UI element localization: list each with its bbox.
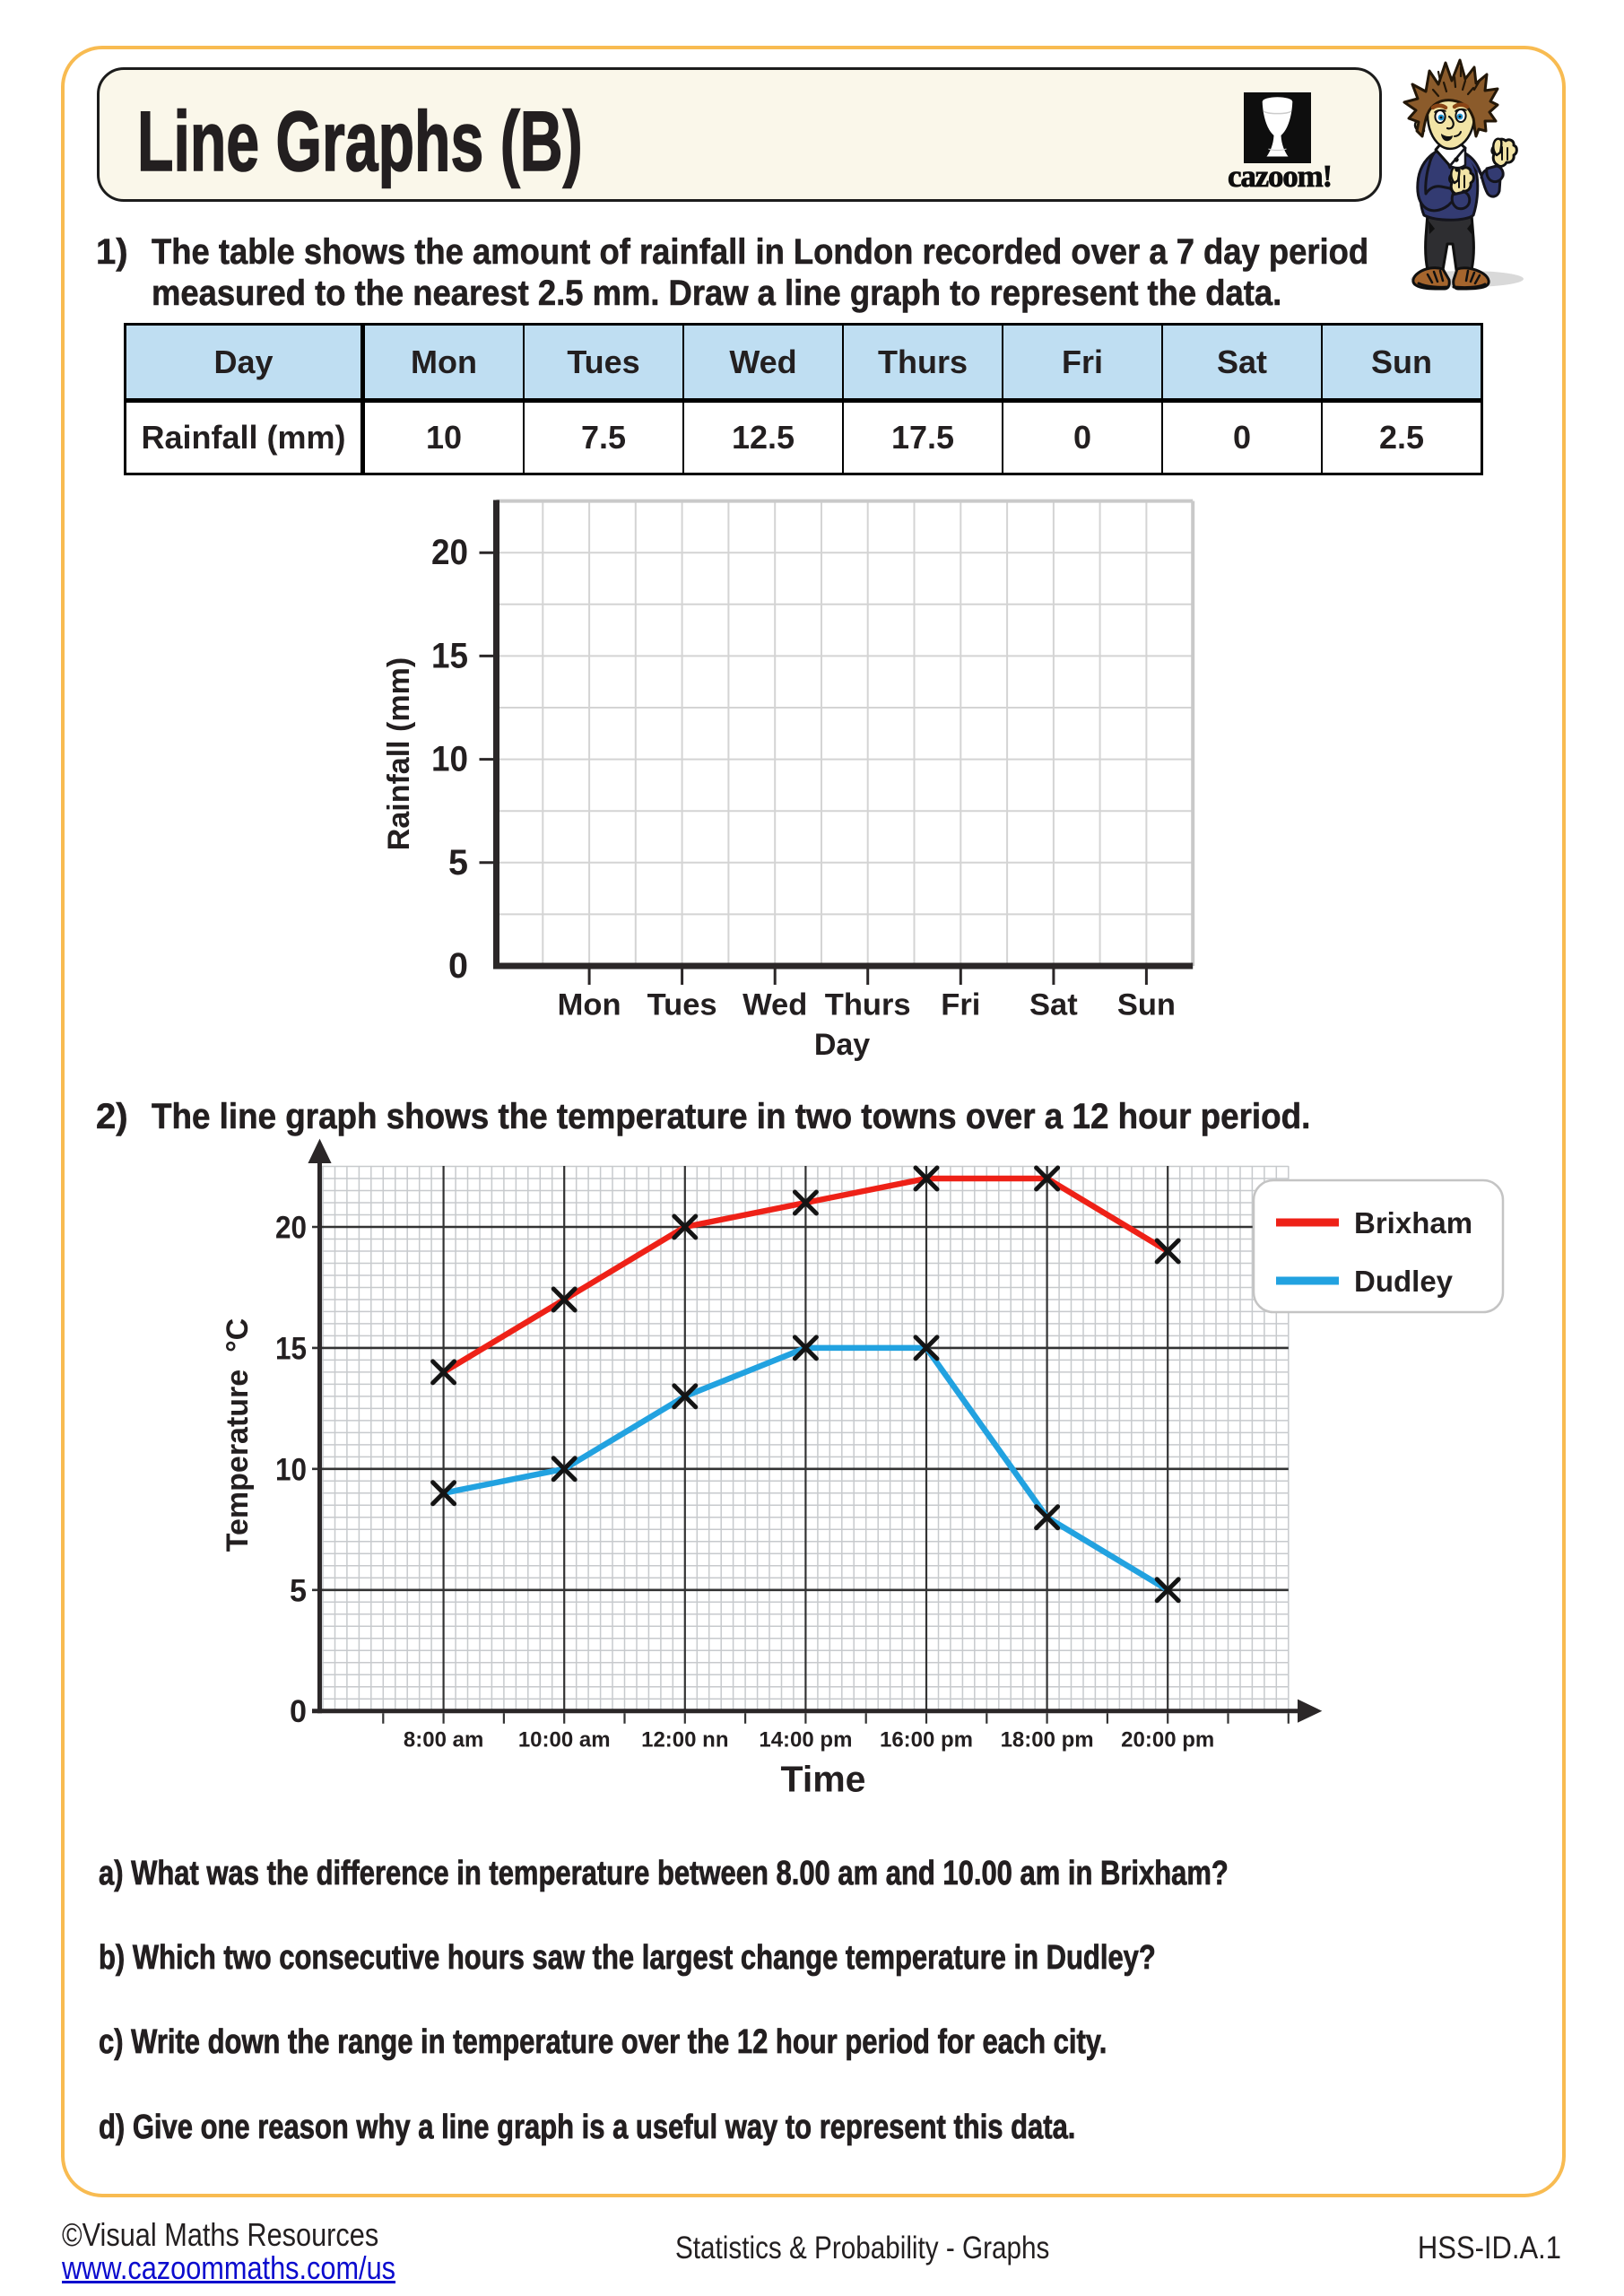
svg-text:Rainfall (mm): Rainfall (mm) — [382, 657, 416, 850]
svg-text:0: 0 — [290, 1694, 307, 1729]
svg-text:Mon: Mon — [558, 987, 621, 1022]
svg-text:8:00 am: 8:00 am — [404, 1728, 483, 1752]
svg-text:Thurs: Thurs — [825, 987, 911, 1022]
svg-text:Temperature °C: Temperature °C — [221, 1318, 255, 1552]
svg-text:20: 20 — [431, 533, 468, 572]
svg-text:20: 20 — [275, 1211, 307, 1246]
svg-text:18:00 pm: 18:00 pm — [1001, 1728, 1094, 1752]
svg-text:20:00 pm: 20:00 pm — [1121, 1728, 1214, 1752]
svg-text:Sat: Sat — [1029, 987, 1078, 1022]
svg-text:5: 5 — [290, 1573, 307, 1608]
svg-text:Dudley: Dudley — [1354, 1265, 1454, 1298]
svg-text:Tues: Tues — [647, 987, 717, 1022]
svg-text:Fri: Fri — [941, 987, 980, 1022]
svg-text:Wed: Wed — [743, 987, 807, 1022]
svg-text:5: 5 — [448, 843, 468, 883]
svg-text:Sun: Sun — [1117, 987, 1176, 1022]
svg-text:cazoom!: cazoom! — [1228, 159, 1332, 194]
svg-text:Time: Time — [781, 1759, 866, 1800]
svg-text:0: 0 — [448, 946, 468, 986]
svg-text:15: 15 — [431, 636, 468, 675]
svg-text:16:00 pm: 16:00 pm — [880, 1728, 973, 1752]
svg-text:12:00 nn: 12:00 nn — [641, 1728, 728, 1752]
svg-text:10:00 am: 10:00 am — [518, 1728, 611, 1752]
svg-text:10: 10 — [431, 740, 468, 779]
svg-text:Brixham: Brixham — [1354, 1206, 1472, 1239]
svg-text:Day: Day — [814, 1028, 870, 1062]
svg-text:10: 10 — [275, 1452, 307, 1487]
svg-text:14:00 pm: 14:00 pm — [759, 1728, 852, 1752]
svg-text:15: 15 — [275, 1331, 307, 1366]
